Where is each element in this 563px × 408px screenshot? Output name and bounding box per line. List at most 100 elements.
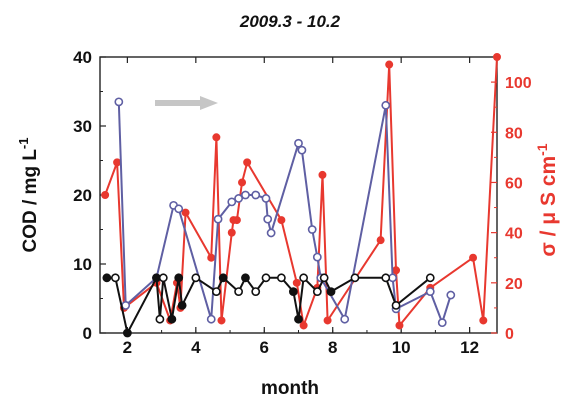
data-point-black (276, 273, 286, 283)
data-point-blue (213, 214, 223, 224)
data-point-black (251, 287, 261, 296)
data-point-black (167, 314, 177, 324)
data-point-black (326, 287, 336, 296)
data-point-red (101, 191, 110, 200)
data-point-red (217, 316, 226, 325)
data-point-black (218, 273, 228, 283)
data-point-black (158, 273, 168, 283)
data-point-black (177, 300, 187, 310)
data-point-red (385, 60, 394, 69)
x-axis-label: month (261, 378, 319, 399)
right-tick-label: 80 (505, 125, 523, 142)
data-point-red (479, 316, 488, 325)
data-point-blue (340, 314, 350, 324)
data-point-black (312, 287, 322, 296)
data-point-red (238, 178, 247, 187)
series-black (102, 273, 435, 338)
data-point-black (234, 287, 244, 296)
right-tick-label: 60 (505, 175, 523, 192)
data-point-blue (294, 138, 303, 148)
annotation-arrow (155, 96, 218, 110)
x-tick-label: 10 (392, 338, 411, 357)
data-point-blue (307, 225, 317, 234)
chart-title: 2009.3 - 10.2 (239, 12, 341, 31)
left-tick-label: 20 (73, 186, 92, 205)
right-tick-label: 0 (505, 326, 514, 343)
right-tick-label: 100 (505, 75, 532, 92)
data-point-blue (263, 214, 273, 224)
data-point-red (318, 170, 327, 179)
data-point-red (392, 266, 401, 275)
data-point-blue (261, 194, 271, 203)
data-point-red (243, 158, 252, 167)
data-point-black (299, 273, 309, 283)
data-point-blue (437, 318, 447, 328)
left-tick-label: 40 (73, 48, 92, 67)
arrow-shape (155, 96, 218, 110)
data-point-red (469, 253, 478, 262)
data-point-blue (297, 145, 307, 155)
left-axis-label: COD / mg L-1 (16, 137, 41, 252)
data-point-red (227, 228, 236, 237)
data-point-black (241, 273, 250, 283)
right-axis-label-sup: -1 (534, 143, 550, 156)
data-point-black (319, 273, 329, 283)
data-point-black (102, 273, 112, 283)
x-tick-label: 4 (191, 338, 201, 357)
data-point-black (111, 273, 120, 283)
data-point-blue (266, 228, 276, 238)
data-point-blue (425, 287, 435, 296)
data-point-red (207, 253, 216, 262)
data-point-red (292, 278, 301, 287)
data-point-red (395, 321, 404, 330)
data-point-black (288, 287, 298, 296)
data-point-black (261, 273, 271, 283)
data-point-black (155, 314, 165, 324)
data-point-blue (446, 290, 456, 300)
data-point-blue (114, 97, 124, 107)
left-axis-ticks: 0 10 20 30 40 (73, 48, 106, 343)
series-line-blue (117, 101, 452, 324)
data-point-blue (174, 204, 184, 214)
data-point-blue (227, 197, 237, 207)
x-tick-label: 6 (260, 338, 269, 357)
left-tick-label: 10 (73, 255, 92, 274)
data-point-red (181, 208, 190, 217)
data-point-red (212, 133, 221, 142)
left-tick-label: 0 (83, 324, 92, 343)
data-point-red (299, 321, 308, 330)
data-point-blue (381, 100, 391, 110)
x-tick-label: 8 (328, 338, 337, 357)
data-point-blue (121, 300, 131, 310)
data-point-blue (234, 194, 244, 203)
left-tick-label: 30 (73, 117, 92, 136)
data-point-red (277, 216, 286, 225)
data-point-blue (251, 190, 261, 200)
data-point-blue (312, 252, 322, 262)
left-axis-label-main: COD / mg L (20, 149, 41, 253)
x-axis-ticks: 2 4 6 8 10 12 (123, 57, 479, 357)
data-point-black (350, 273, 360, 283)
right-tick-label: 20 (505, 276, 523, 293)
right-axis-label-main: σ / μ S cm (537, 156, 560, 257)
data-point-black (191, 273, 201, 283)
data-point-black (294, 314, 303, 324)
data-point-black (391, 300, 401, 310)
data-point-red (232, 216, 241, 225)
left-axis-label-sup: -1 (16, 137, 31, 149)
series-blue (114, 97, 456, 328)
data-point-black (425, 273, 435, 283)
data-point-black (122, 328, 132, 338)
right-tick-label: 40 (505, 226, 523, 243)
left-axis-label-group: COD / mg L-1 (16, 137, 41, 252)
data-point-blue (241, 190, 250, 200)
data-point-black (174, 273, 184, 283)
data-point-red (323, 316, 332, 325)
x-tick-label: 2 (123, 338, 132, 357)
data-point-red (376, 236, 385, 245)
data-point-black (381, 273, 391, 283)
x-tick-label: 12 (460, 338, 479, 357)
data-point-blue (206, 314, 216, 324)
